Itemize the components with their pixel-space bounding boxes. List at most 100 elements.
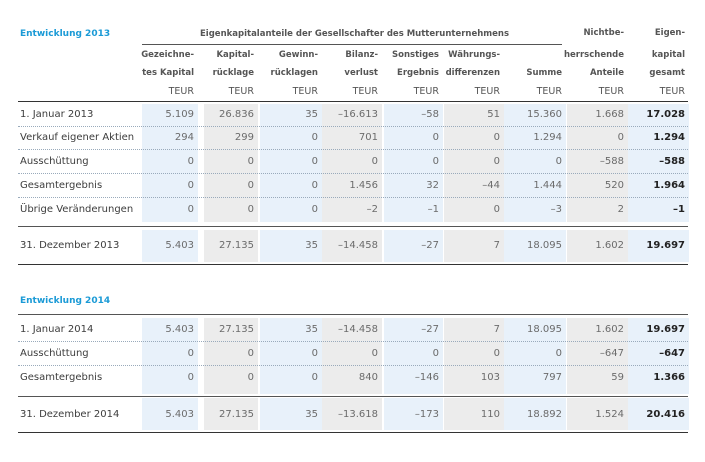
column-shade (260, 398, 322, 430)
table-cell: 0 (432, 348, 439, 359)
table-cell: 0 (187, 348, 194, 359)
table-cell: –27 (421, 324, 439, 335)
column-header-line3: gesamt (649, 68, 685, 78)
table-cell: 0 (493, 156, 500, 167)
table-cell: –588 (659, 156, 685, 167)
column-header-line3: verlust (344, 68, 378, 78)
table-cell: 1.964 (653, 180, 685, 191)
column-shade (504, 398, 566, 430)
table-cell: 1.456 (349, 180, 378, 191)
total-rule (18, 264, 688, 265)
column-header-line2: Währungs- (448, 50, 500, 60)
table-cell: –3 (550, 204, 562, 215)
column-header-line3: Ergebnis (397, 68, 439, 78)
column-shade (204, 230, 258, 262)
section-title-2013: Entwicklung 2013 (20, 29, 111, 39)
table-cell: 0 (617, 132, 624, 143)
table-cell: 0 (555, 156, 562, 167)
column-shade (322, 398, 382, 430)
table-cell: 103 (480, 372, 500, 383)
table-cell: –1 (673, 204, 685, 215)
table-cell: 0 (371, 348, 378, 359)
row-separator (18, 126, 688, 127)
table-cell: –13.618 (338, 409, 378, 420)
column-shade (142, 104, 198, 222)
column-shade (628, 398, 689, 430)
table-cell: 0 (311, 348, 318, 359)
table-cell: –27 (421, 240, 439, 251)
column-header-line2: Sonstiges (392, 50, 439, 60)
table-cell: 0 (311, 372, 318, 383)
table-cell: 17.028 (646, 109, 685, 120)
column-shade (322, 318, 382, 394)
table-cell: 1.294 (533, 132, 562, 143)
table-cell: 19.697 (646, 240, 685, 251)
row-label: Gesamtergebnis (20, 180, 103, 191)
column-header-line3: Anteile (589, 68, 624, 78)
row-label: 1. Januar 2013 (20, 109, 94, 120)
table-cell: 5.403 (165, 240, 194, 251)
column-shade (628, 318, 689, 394)
column-shade (567, 398, 628, 430)
table-cell: 0 (493, 132, 500, 143)
table-cell: 110 (480, 409, 500, 420)
subtotal-rule (18, 226, 688, 227)
column-header-line3: tes Kapital (142, 68, 194, 78)
table-cell: –2 (366, 204, 378, 215)
column-shade (260, 230, 322, 262)
row-label: Gesamtergebnis (20, 372, 103, 383)
column-header-line1: Nichtbe- (583, 28, 624, 38)
table-cell: 0 (311, 156, 318, 167)
column-shade (204, 104, 258, 222)
table-cell: –1 (427, 204, 439, 215)
table-cell: 27.135 (219, 409, 254, 420)
column-shade (384, 230, 443, 262)
table-cell: 1.444 (533, 180, 562, 191)
table-cell: –58 (421, 109, 439, 120)
column-unit: TEUR (474, 86, 500, 97)
column-shade (384, 398, 443, 430)
table-cell: 0 (247, 372, 254, 383)
table-cell: 32 (426, 180, 439, 191)
column-header-line3: Summe (526, 68, 562, 78)
table-cell: –647 (659, 348, 685, 359)
column-shade (142, 318, 198, 394)
table-cell: 35 (305, 409, 318, 420)
row-separator (18, 149, 688, 150)
table-cell: 1.602 (595, 324, 624, 335)
column-header-line2: herrschende (563, 50, 624, 60)
table-cell: 0 (187, 372, 194, 383)
table-cell: 26.836 (219, 109, 254, 120)
column-unit: TEUR (659, 86, 685, 97)
row-separator (18, 365, 688, 366)
table-cell: 5.403 (165, 409, 194, 420)
table-cell: 0 (432, 132, 439, 143)
table-cell: 18.095 (527, 240, 562, 251)
column-shade (567, 104, 628, 222)
column-unit: TEUR (352, 86, 378, 97)
group-title-rule (142, 44, 562, 45)
table-cell: 0 (311, 204, 318, 215)
table-cell: 35 (305, 109, 318, 120)
total-rule (18, 432, 688, 433)
table-cell: 299 (234, 132, 254, 143)
table-cell: 15.360 (527, 109, 562, 120)
table-cell: 0 (187, 156, 194, 167)
row-label: Übrige Veränderungen (20, 204, 134, 215)
table-cell: 1.294 (653, 132, 685, 143)
column-header-line3: rücklagen (270, 68, 319, 78)
column-shade (322, 104, 382, 222)
table-cell: –14.458 (338, 240, 378, 251)
table-cell: 0 (247, 204, 254, 215)
table-cell: –44 (482, 180, 500, 191)
total-row-label: 31. Dezember 2014 (20, 409, 120, 420)
row-separator (18, 173, 688, 174)
column-header-line2: kapital (651, 50, 685, 60)
column-shade (628, 230, 689, 262)
table-cell: 18.892 (527, 409, 562, 420)
column-shade (204, 398, 258, 430)
column-shade (444, 230, 504, 262)
column-shade (444, 104, 504, 222)
column-unit: TEUR (598, 86, 624, 97)
table-cell: –588 (599, 156, 624, 167)
